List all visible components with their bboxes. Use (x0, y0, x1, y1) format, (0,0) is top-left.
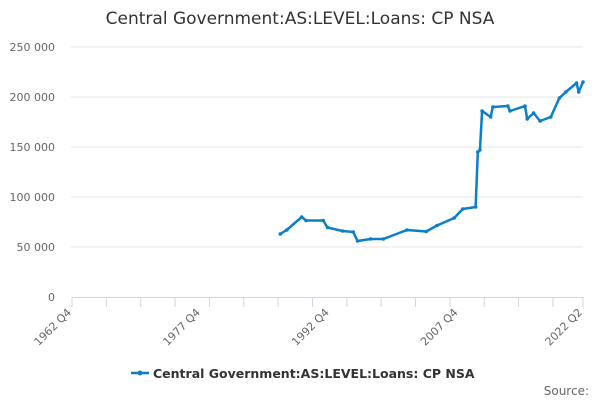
x-tick-label: 2022 Q2 (543, 306, 586, 349)
y-tick-label: 250 000 (10, 41, 56, 54)
legend[interactable]: Central Government:AS:LEVEL:Loans: CP NS… (131, 366, 475, 381)
data-point[interactable] (581, 80, 585, 84)
data-point[interactable] (557, 96, 562, 100)
data-point[interactable] (508, 109, 512, 113)
data-point[interactable] (488, 115, 493, 119)
data-point[interactable] (435, 223, 439, 228)
y-tick-label: 0 (48, 291, 55, 304)
data-point[interactable] (321, 218, 326, 223)
data-point[interactable] (576, 90, 581, 94)
source-label: Source: (544, 384, 589, 398)
data-point[interactable] (491, 105, 495, 109)
data-point[interactable] (368, 237, 373, 241)
data-point[interactable] (506, 104, 510, 108)
data-point[interactable] (325, 225, 330, 230)
data-point[interactable] (381, 237, 386, 241)
data-point[interactable] (284, 228, 289, 232)
data-point[interactable] (304, 218, 308, 223)
series-group (278, 80, 585, 243)
data-point[interactable] (523, 104, 527, 108)
data-point[interactable] (525, 117, 529, 121)
data-point[interactable] (564, 90, 568, 94)
data-point[interactable] (460, 207, 465, 211)
data-point[interactable] (299, 215, 304, 219)
y-tick-label: 150 000 (10, 141, 56, 154)
y-tick-label: 100 000 (10, 191, 56, 204)
x-tick-label: 1977 Q4 (160, 306, 203, 349)
x-tick-label: 1962 Q4 (32, 306, 75, 349)
data-point[interactable] (538, 119, 542, 123)
legend-label: Central Government:AS:LEVEL:Loans: CP NS… (153, 366, 475, 381)
series-line[interactable] (279, 81, 585, 243)
x-tick-label: 1992 Q4 (289, 306, 332, 349)
data-point[interactable] (473, 205, 478, 209)
gridlines (71, 46, 583, 248)
data-point[interactable] (452, 216, 456, 220)
y-axis: 0 50 000 100 000 150 000 200 000 250 000 (10, 41, 56, 304)
data-point[interactable] (531, 111, 536, 115)
data-point[interactable] (424, 229, 429, 234)
data-point[interactable] (478, 148, 482, 152)
data-point[interactable] (278, 232, 283, 236)
data-point[interactable] (351, 230, 356, 234)
x-tick-label: 2007 Q4 (418, 306, 461, 349)
data-point[interactable] (574, 81, 579, 85)
x-axis: 1962 Q4 1977 Q4 1992 Q4 2007 Q4 2022 Q2 (32, 297, 586, 349)
legend-marker (137, 370, 143, 376)
data-point[interactable] (405, 228, 409, 232)
data-point[interactable] (480, 109, 484, 113)
y-tick-label: 200 000 (10, 91, 56, 104)
data-point[interactable] (355, 239, 360, 243)
data-point[interactable] (548, 115, 553, 119)
y-tick-label: 50 000 (17, 241, 56, 254)
data-point[interactable] (340, 229, 345, 233)
chart-title: Central Government:AS:LEVEL:Loans: CP NS… (106, 9, 495, 29)
